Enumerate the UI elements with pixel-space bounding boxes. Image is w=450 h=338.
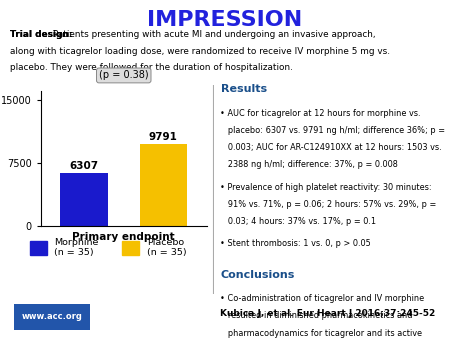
Bar [140, 144, 187, 226]
X-axis label: Primary endpoint: Primary endpoint [72, 232, 175, 242]
Legend: Morphine
(n = 35), Placebo
(n = 35): Morphine (n = 35), Placebo (n = 35) [30, 238, 186, 257]
Bar [60, 173, 108, 226]
Text: placebo. They were followed for the duration of hospitalization.: placebo. They were followed for the dura… [10, 63, 292, 72]
Text: • Co-administration of ticagrelor and IV morphine: • Co-administration of ticagrelor and IV… [220, 294, 425, 303]
Text: Kubica J, et al. Eur Heart J 2016;37:245-52: Kubica J, et al. Eur Heart J 2016;37:245… [220, 309, 436, 318]
Text: Trial design:: Trial design: [10, 30, 72, 39]
Text: along with ticagrelor loading dose, were randomized to receive IV morphine 5 mg : along with ticagrelor loading dose, were… [10, 47, 390, 56]
Text: 0.003; AUC for AR-C124910XX at 12 hours: 1503 vs.: 0.003; AUC for AR-C124910XX at 12 hours:… [220, 143, 442, 152]
Text: • AUC for ticagrelor at 12 hours for morphine vs.: • AUC for ticagrelor at 12 hours for mor… [220, 108, 421, 118]
Text: 91% vs. 71%, p = 0.06; 2 hours: 57% vs. 29%, p =: 91% vs. 71%, p = 0.06; 2 hours: 57% vs. … [220, 200, 437, 209]
Text: placebo: 6307 vs. 9791 ng h/ml; difference 36%; p =: placebo: 6307 vs. 9791 ng h/ml; differen… [220, 126, 446, 135]
Text: Trial design:: Trial design: [10, 30, 72, 39]
Text: pharmacodynamics for ticagrelor and its active: pharmacodynamics for ticagrelor and its … [220, 329, 423, 338]
FancyBboxPatch shape [9, 304, 94, 330]
Text: 0.03; 4 hours: 37% vs. 17%, p = 0.1: 0.03; 4 hours: 37% vs. 17%, p = 0.1 [220, 217, 377, 226]
Text: • Stent thrombosis: 1 vs. 0, p > 0.05: • Stent thrombosis: 1 vs. 0, p > 0.05 [220, 239, 371, 248]
Text: Results: Results [220, 84, 266, 95]
Text: (p = 0.38): (p = 0.38) [99, 70, 148, 80]
Text: 2388 ng h/ml; difference: 37%, p = 0.008: 2388 ng h/ml; difference: 37%, p = 0.008 [220, 160, 398, 169]
Text: Conclusions: Conclusions [220, 270, 295, 280]
Text: • Prevalence of high platelet reactivity: 30 minutes:: • Prevalence of high platelet reactivity… [220, 183, 432, 192]
Text: 6307: 6307 [70, 161, 99, 171]
Text: www.acc.org: www.acc.org [21, 312, 82, 321]
Text: Patients presenting with acute MI and undergoing an invasive approach,: Patients presenting with acute MI and un… [53, 30, 376, 39]
Text: 9791: 9791 [149, 131, 178, 142]
Text: resulted in diminished pharmacokinetics and: resulted in diminished pharmacokinetics … [220, 311, 413, 320]
Text: IMPRESSION: IMPRESSION [148, 10, 302, 30]
